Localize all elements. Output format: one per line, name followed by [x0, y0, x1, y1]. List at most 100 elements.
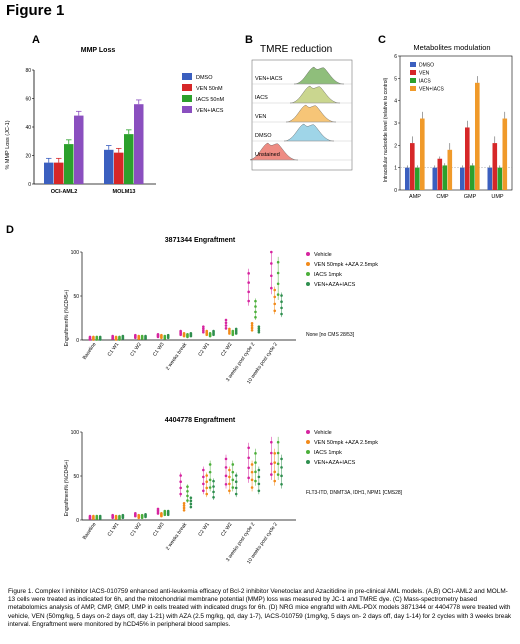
tmre-histogram-peak — [285, 104, 337, 123]
chart-a-bar — [54, 162, 64, 184]
tmre-histogram-peak — [250, 142, 299, 161]
chart-a-ytick-label: 20 — [25, 154, 31, 160]
chart-a-legend-swatch — [182, 73, 192, 80]
chart-c-legend-swatch — [410, 70, 416, 75]
chart-c-ytick-label: 2 — [394, 143, 397, 149]
engraftment-legend-marker — [306, 450, 310, 454]
engraftment-legend-label: IACS 1mpk — [314, 450, 342, 456]
chart-a-legend-label: DMSO — [196, 75, 213, 81]
chart-c-legend-swatch — [410, 78, 416, 83]
engraftment-x-label: C2 W1 — [197, 522, 211, 538]
engraftment-legend-marker — [306, 282, 310, 286]
engraftment-x-label: C1 W1 — [107, 522, 121, 538]
chart-a-ytick-label: 0 — [28, 182, 31, 188]
chart-a-legend-swatch — [182, 106, 192, 113]
engraftment-ytick-label: 100 — [71, 250, 80, 256]
chart-c-bar — [432, 167, 438, 190]
chart-c-legend-swatch — [410, 86, 416, 91]
engraftment-ytick-label: 50 — [73, 294, 79, 300]
tmre-row-label: VEN — [255, 114, 266, 120]
chart-d1-title: 3871344 Engraftment — [165, 237, 236, 244]
chart-c-category-label: GMP — [464, 194, 477, 200]
chart-a-legend-swatch — [182, 84, 192, 91]
engraftment-x-label: Baseline — [82, 522, 98, 541]
chart-c-bar — [405, 167, 410, 190]
chart-a-title: MMP Loss — [81, 47, 116, 54]
tmre-row-label: VEN+IACS — [255, 76, 283, 82]
chart-c-bar — [442, 165, 448, 190]
chart-d2-title: 4404778 Engraftment — [165, 417, 236, 424]
chart-a-bar — [114, 152, 124, 184]
mmp-loss-chart: MMP Loss % MMP Loss (JC-1) 0 20 40 60 80 OCI… — [5, 47, 225, 195]
engraftment-chart-1: 3871344 Engraftment Engraftment% (%CD45+… — [64, 237, 378, 385]
chart-c-ytick-label: 1 — [394, 166, 397, 172]
panel-letter-d: D — [6, 224, 14, 236]
engraftment-x-label: C1 W2 — [129, 342, 143, 358]
tmre-histogram-peak — [293, 66, 345, 85]
figure-caption: Figure 1. Complex I inhibitor IACS-01075… — [8, 588, 512, 628]
chart-c-ytick-label: 6 — [394, 54, 397, 60]
chart-c-bar — [487, 167, 493, 190]
engraftment-legend-marker — [306, 262, 310, 266]
chart-c-bar — [410, 143, 415, 190]
chart-a-category-label: MOLM13 — [113, 189, 136, 195]
chart-a-bar — [104, 149, 114, 184]
chart-a-legend-label: VEN+IACS — [196, 108, 224, 114]
chart-a-legend-label: VEN 50nM — [196, 86, 223, 92]
chart-a-bar — [74, 115, 84, 184]
chart-c-bar — [447, 149, 453, 190]
chart-c-ytick-label: 3 — [394, 121, 397, 127]
chart-c-bar — [415, 167, 420, 190]
chart-a-bars: OCI-AML2 MOLM13 — [44, 99, 144, 195]
chart-c-bar — [420, 118, 425, 190]
engraftment-x-label: C1 W1 — [107, 342, 121, 358]
chart-a-bar — [134, 104, 144, 184]
chart-c-bar — [437, 158, 443, 190]
chart-a-ylabel: % MMP Loss (JC-1) — [5, 120, 11, 169]
panel-letter-a: A — [32, 34, 40, 46]
chart-c-bar — [502, 118, 508, 190]
engraftment-ytick-label: 50 — [73, 474, 79, 480]
chart-d2-ylabel: Engraftment% (%CD45+) — [64, 459, 70, 516]
chart-c-bar — [497, 167, 503, 190]
chart-d1-note: None [no CMS 28/53] — [306, 332, 355, 338]
engraftment-x-label: 2 weeks break — [165, 521, 189, 551]
chart-c-ytick-label: 4 — [394, 99, 397, 105]
engraftment-x-label: C2 W2 — [220, 342, 234, 358]
chart-a-legend-swatch — [182, 95, 192, 102]
tmre-row-label: IACS — [255, 95, 268, 101]
engraftment-legend-marker — [306, 430, 310, 434]
engraftment-legend-marker — [306, 440, 310, 444]
panel-letter-b: B — [245, 34, 253, 46]
metabolites-chart: Metabolites modulation Intracellular nuc… — [383, 43, 513, 200]
engraftment-ytick-label: 0 — [76, 518, 79, 524]
chart-a-legend-label: IACS 50nM — [196, 97, 225, 103]
chart-a-legend: DMSO VEN 50nM IACS 50nM VEN+IACS — [182, 73, 225, 114]
panel-letter-c: C — [378, 34, 386, 46]
engraftment-x-label: C1 W2 — [129, 522, 143, 538]
chart-c-bar — [465, 127, 470, 190]
chart-c-ytick-label: 0 — [394, 188, 397, 194]
engraftment-legend-label: VEN+AZA+IACS — [314, 282, 356, 288]
engraftment-x-label: 2 weeks break — [165, 341, 189, 371]
chart-a-ytick-label: 40 — [25, 125, 31, 131]
engraftment-x-label: C2 W2 — [220, 522, 234, 538]
engraftment-x-label: Baseline — [82, 342, 98, 361]
tmre-histogram: VEN+IACS IACS VEN DMSO Unstained — [250, 59, 353, 171]
engraftment-legend-marker — [306, 272, 310, 276]
engraftment-chart-2: 4404778 Engraftment Engraftment% (%CD45+… — [64, 417, 403, 565]
chart-c-ylabel: Intracellular nucleotide level (relative… — [383, 77, 389, 182]
engraftment-legend-label: VEN 50mpk +AZA 2.5mpk — [314, 440, 378, 446]
chart-c-legend-label: IACS — [419, 79, 431, 85]
engraftment-legend-marker — [306, 460, 310, 464]
chart-a-category-label: OCI-AML2 — [51, 189, 78, 195]
chart-a-ytick-label: 60 — [25, 97, 31, 103]
engraftment-x-label: C1 W3 — [152, 342, 166, 358]
tmre-row-label: Unstained — [255, 152, 280, 158]
chart-c-title: Metabolites modulation — [413, 43, 490, 52]
tmre-title: TMRE reduction — [260, 44, 333, 55]
engraftment-legend-label: VEN+AZA+IACS — [314, 460, 356, 466]
chart-c-bar — [470, 165, 475, 190]
tmre-histogram-peak — [283, 123, 335, 142]
engraftment-legend-label: VEN 50mpk +AZA 2.5mpk — [314, 262, 378, 268]
